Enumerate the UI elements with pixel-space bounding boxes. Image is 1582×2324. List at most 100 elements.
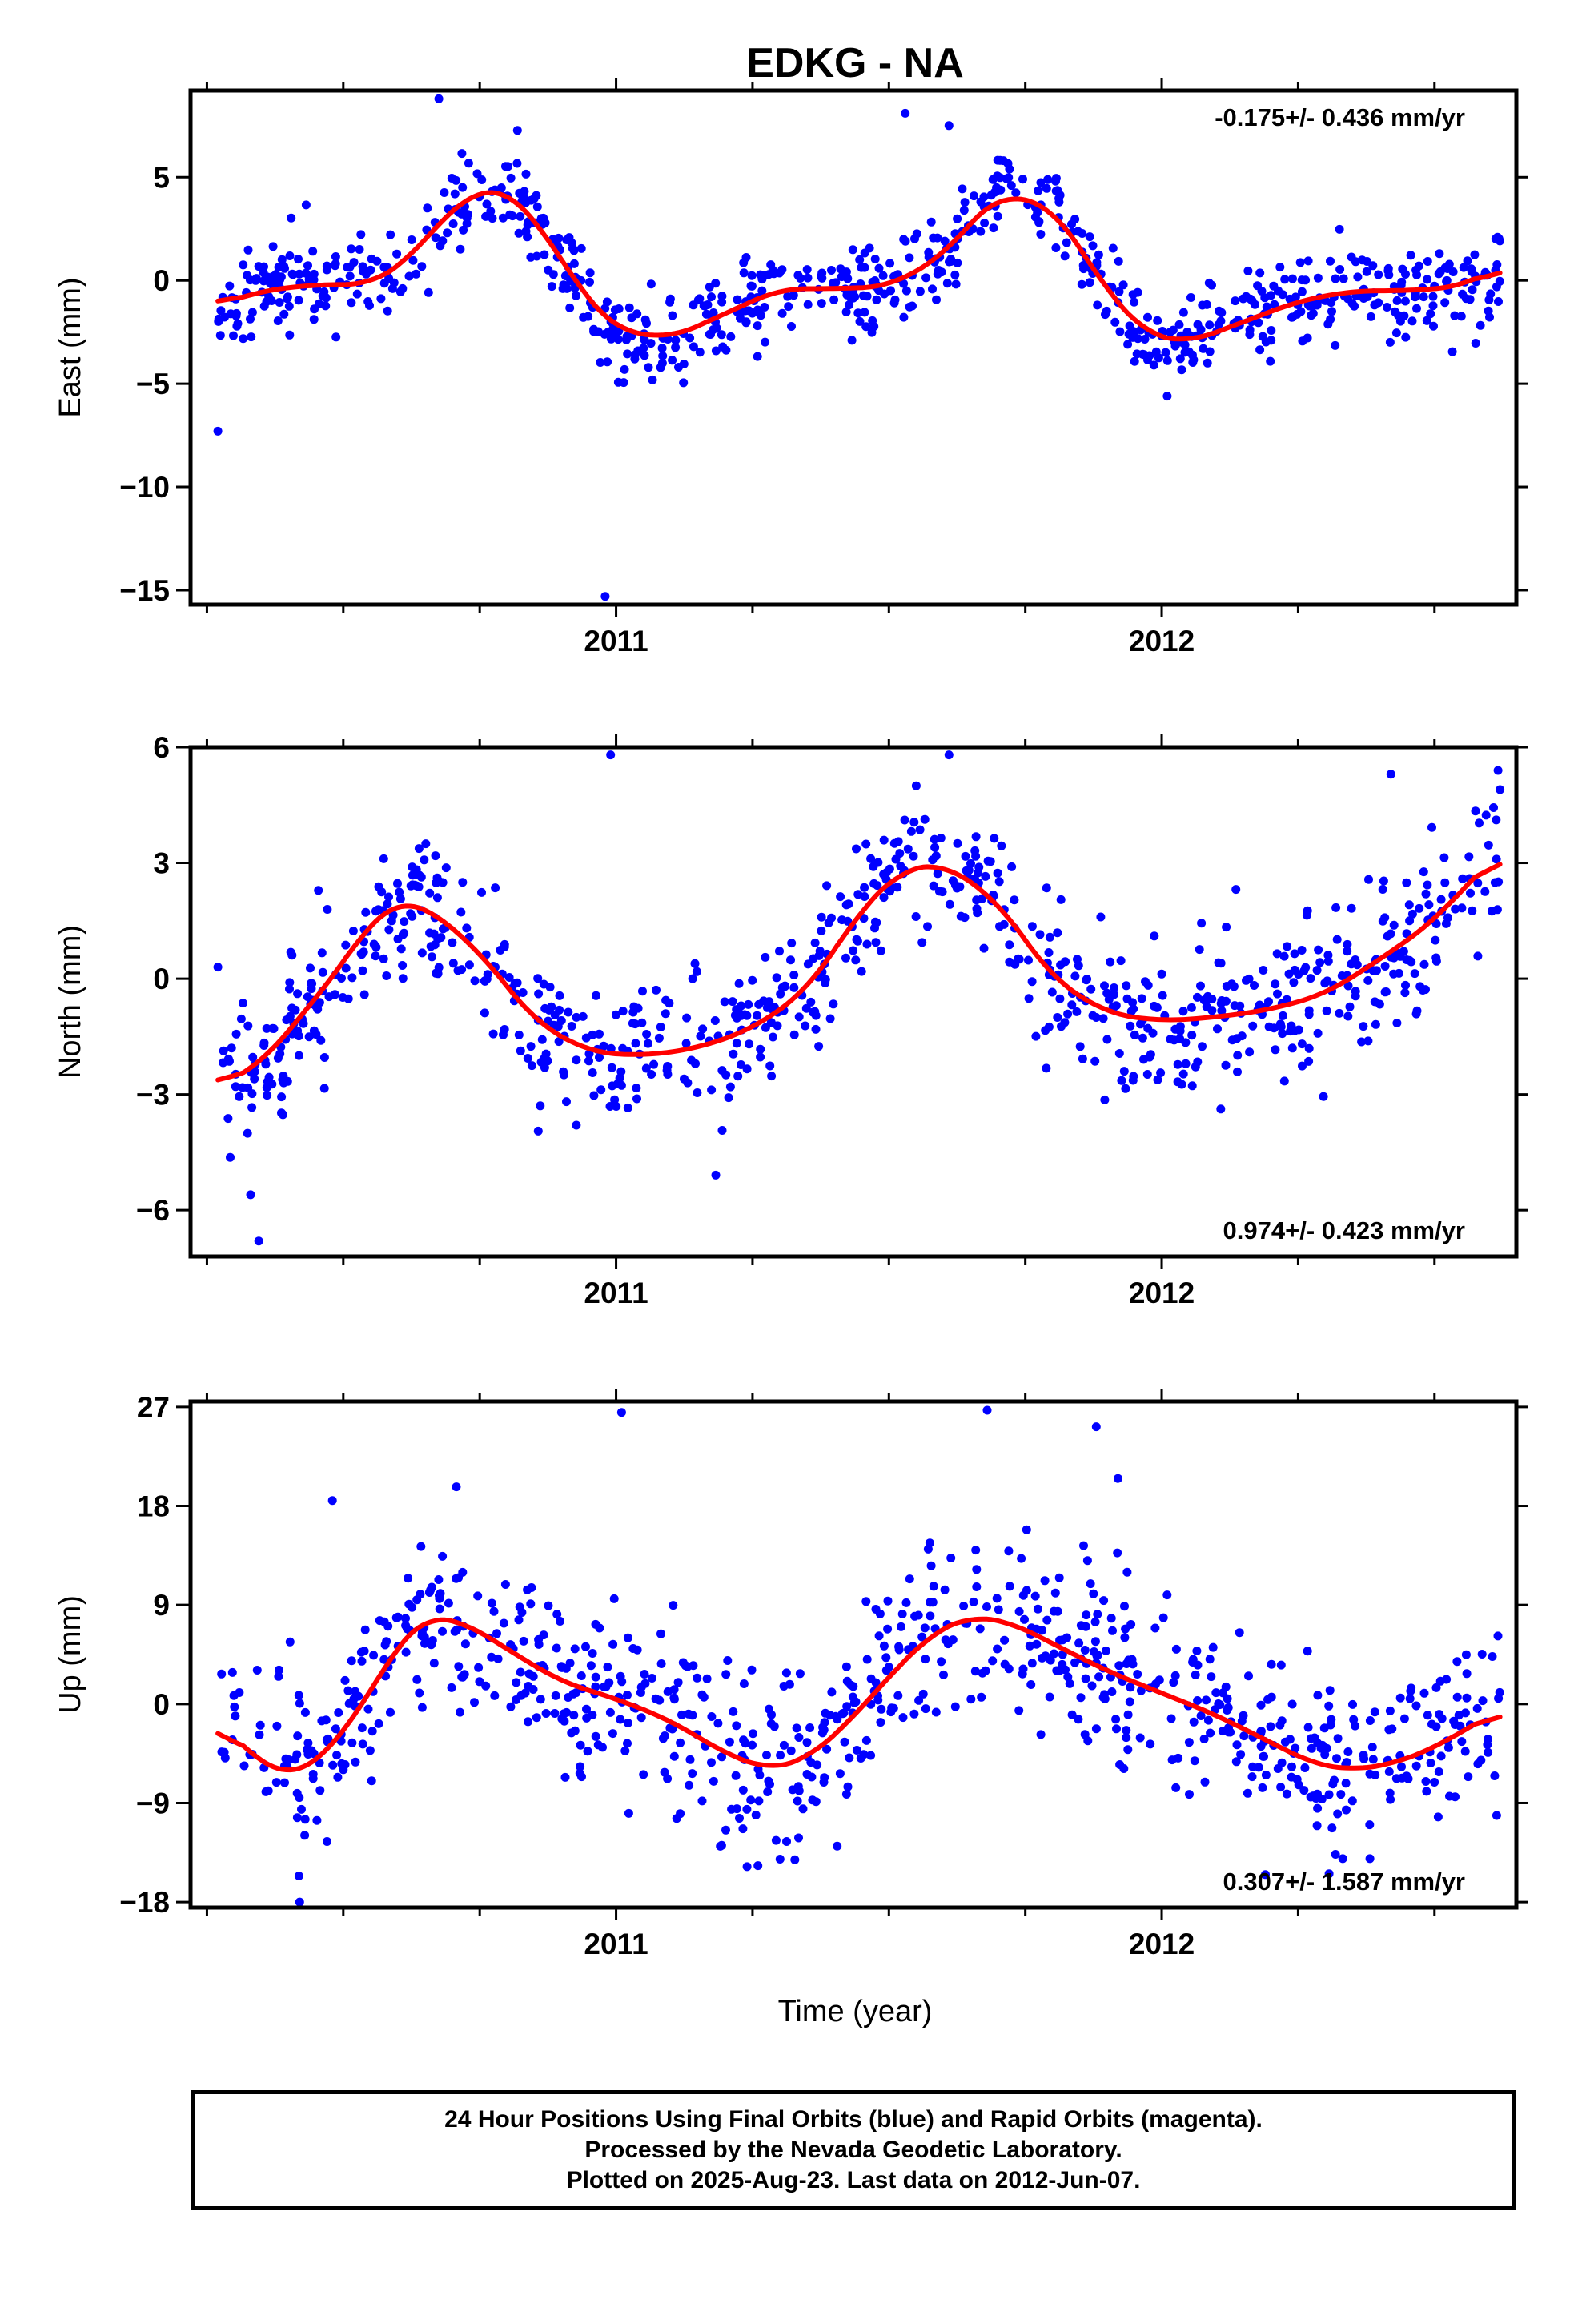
observation-point xyxy=(1205,347,1215,356)
observation-point xyxy=(920,1623,930,1633)
observation-point xyxy=(1014,954,1023,963)
observation-point xyxy=(1054,1573,1064,1582)
observation-point xyxy=(786,1746,796,1755)
observation-point xyxy=(856,1754,865,1763)
observation-point xyxy=(1310,1733,1319,1743)
observation-point xyxy=(871,938,881,947)
observation-point xyxy=(417,262,427,271)
observation-point xyxy=(1114,1049,1124,1058)
observation-point xyxy=(1328,1779,1338,1789)
observation-point xyxy=(855,316,865,326)
y-tick-label: −10 xyxy=(119,471,170,504)
observation-point xyxy=(379,954,388,963)
observation-point xyxy=(698,1024,708,1034)
observation-point xyxy=(1036,230,1046,239)
observation-point xyxy=(600,592,610,601)
observation-point xyxy=(776,1751,785,1760)
observation-point xyxy=(1030,212,1040,222)
observation-point xyxy=(1322,1006,1331,1015)
observation-point xyxy=(1162,1590,1172,1600)
observation-point xyxy=(726,332,736,341)
observation-point xyxy=(303,992,312,1002)
observation-point xyxy=(1042,883,1051,893)
observation-point xyxy=(905,253,914,263)
y-tick-label: 6 xyxy=(153,731,170,764)
observation-point xyxy=(579,312,588,322)
observation-point xyxy=(1115,327,1125,336)
observation-point xyxy=(1306,974,1315,983)
observation-point xyxy=(1053,1013,1062,1022)
observation-point xyxy=(536,1695,545,1704)
observation-point xyxy=(247,1103,257,1112)
observation-point xyxy=(663,1687,673,1696)
observation-point xyxy=(1233,1051,1243,1060)
observation-point xyxy=(1055,1635,1065,1645)
observation-point xyxy=(1167,1755,1177,1765)
observation-point xyxy=(599,1041,608,1051)
observation-point xyxy=(710,1016,720,1025)
observation-point xyxy=(1460,1747,1470,1756)
observation-point xyxy=(717,330,726,340)
observation-point xyxy=(1306,1792,1315,1802)
observation-point xyxy=(332,1751,342,1760)
x-tick-label: 2012 xyxy=(1129,1928,1195,1960)
observation-point xyxy=(798,1804,808,1814)
observation-point xyxy=(835,1769,845,1779)
observation-point xyxy=(1239,294,1248,304)
observation-point xyxy=(1079,1541,1088,1550)
observation-point xyxy=(1090,1637,1100,1647)
observation-point xyxy=(343,1686,353,1695)
observation-point xyxy=(259,262,268,271)
observation-point xyxy=(1419,1688,1429,1698)
observation-point xyxy=(331,252,340,261)
observation-point xyxy=(970,1667,980,1676)
observation-point xyxy=(1275,263,1285,272)
observation-point xyxy=(1493,232,1502,242)
observation-point xyxy=(1153,316,1162,325)
observation-point xyxy=(1365,1716,1375,1725)
observation-point xyxy=(591,1682,600,1691)
observation-point xyxy=(721,1825,730,1835)
observation-point xyxy=(1156,1068,1166,1078)
observation-point xyxy=(1202,1002,1211,1011)
observation-point xyxy=(1405,1694,1415,1703)
observation-point xyxy=(725,1082,735,1092)
observation-point xyxy=(271,1778,281,1787)
observation-point xyxy=(669,1693,679,1703)
observation-point xyxy=(393,879,402,888)
observation-point xyxy=(1319,1092,1328,1101)
observation-point xyxy=(693,1088,702,1097)
observation-point xyxy=(644,363,653,372)
observation-point xyxy=(1027,977,1037,987)
observation-point xyxy=(692,967,701,976)
observation-point xyxy=(877,1704,886,1714)
observation-point xyxy=(529,194,539,203)
observation-point xyxy=(1368,966,1378,975)
observation-point xyxy=(640,351,649,360)
observation-point xyxy=(1202,1695,1211,1705)
observation-point xyxy=(1041,1026,1050,1035)
observation-point xyxy=(971,832,981,842)
observation-point xyxy=(1136,1019,1145,1029)
observation-point xyxy=(1359,1751,1368,1760)
observation-point xyxy=(946,1554,956,1562)
observation-point xyxy=(1407,909,1417,919)
observation-point xyxy=(1380,987,1390,997)
observation-point xyxy=(1480,887,1490,896)
observation-point xyxy=(754,1796,764,1806)
observation-point xyxy=(1026,1680,1036,1689)
observation-point xyxy=(817,271,826,281)
observation-point xyxy=(623,1633,632,1642)
y-axis-label: East (mm) xyxy=(54,277,87,417)
observation-point xyxy=(1304,301,1314,311)
observation-point xyxy=(1331,903,1341,912)
observation-point xyxy=(301,200,311,210)
observation-point xyxy=(440,188,449,197)
observation-point xyxy=(1111,1715,1121,1724)
observation-point xyxy=(889,1703,898,1713)
observation-point xyxy=(727,1804,737,1814)
observation-point xyxy=(1247,1772,1257,1782)
figure-title: EDKG - NA xyxy=(746,40,964,86)
observation-point xyxy=(1271,1045,1280,1055)
observation-point xyxy=(239,334,248,344)
